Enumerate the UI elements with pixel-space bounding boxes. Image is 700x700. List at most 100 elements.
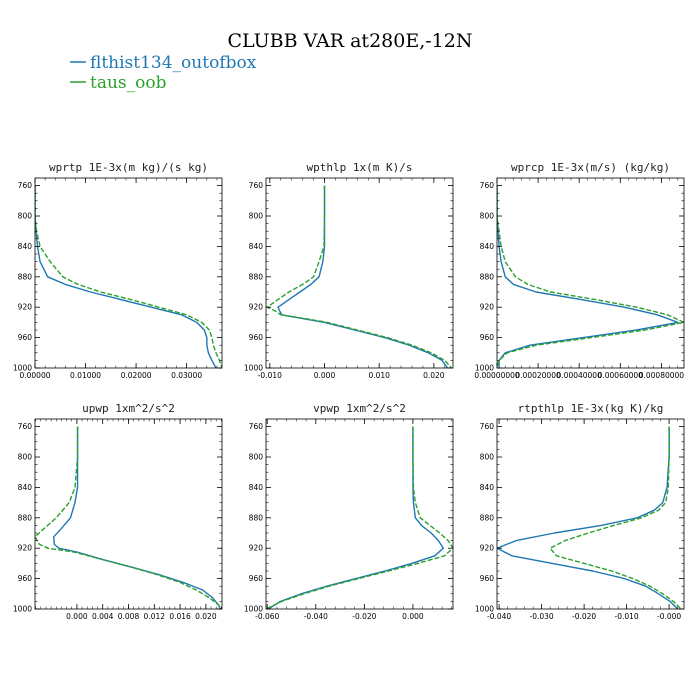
legend-label: taus_oob: [90, 73, 167, 93]
y-tick-label: 840: [480, 483, 495, 492]
x-tick-label: 0.020: [195, 612, 217, 621]
y-tick-label: 960: [18, 574, 33, 583]
x-tick-label: -0.040: [304, 612, 328, 621]
x-tick-label: -0.010: [258, 371, 282, 380]
y-tick-label: 800: [249, 212, 264, 221]
y-tick-label: 920: [18, 544, 33, 553]
y-tick-label: 800: [18, 212, 33, 221]
y-tick-label: 920: [18, 303, 33, 312]
y-tick-label: 920: [480, 303, 495, 312]
y-tick-label: 800: [249, 453, 264, 462]
legend-item: flthist134_outofbox: [70, 53, 257, 73]
series-line: [497, 185, 679, 368]
x-tick-label: 0.004: [92, 612, 114, 621]
x-tick-label: 0.00040000: [557, 371, 603, 380]
y-tick-label: 960: [249, 333, 264, 342]
x-tick-label: 0.00020000: [515, 371, 561, 380]
y-tick-label: 840: [480, 242, 495, 251]
chart-panel: vpwp 1xm^2/s^27608008408809209601000-0.0…: [244, 402, 454, 621]
x-tick-label: 0.000: [314, 371, 336, 380]
y-tick-label: 880: [480, 272, 495, 281]
series-line: [268, 426, 444, 609]
series-line: [266, 185, 452, 368]
y-tick-label: 920: [249, 544, 264, 553]
chart-panel: wpthlp 1x(m K)/s 760 800 840 880 920 960 1000-0…: [244, 161, 454, 380]
plot-frame: [496, 418, 685, 610]
x-tick-label: 0.00000: [19, 371, 50, 380]
panel-title: rtpthlp 1E-3x(kg K)/kg: [518, 402, 664, 415]
y-tick-label: 760: [480, 422, 495, 431]
y-tick-label: 920: [480, 544, 495, 553]
y-tick-label: 1000: [244, 605, 263, 614]
y-tick-label: 880: [249, 272, 264, 281]
x-tick-label: -0.040: [487, 612, 511, 621]
series-line: [53, 426, 221, 609]
y-tick-label: 880: [18, 272, 33, 281]
y-tick-label: 800: [480, 212, 495, 221]
y-tick-label: 1000: [475, 364, 494, 373]
chart-panel: wprcp 1E-3x(m/s) (kg/kg) 760 800 840 880 920 9…: [474, 161, 685, 380]
x-tick-label: -0.030: [530, 612, 554, 621]
series-line: [549, 426, 682, 609]
x-tick-label: 0.03000: [171, 371, 202, 380]
y-tick-label: 760: [480, 181, 495, 190]
panel-grid: wprtp 1E-3x(m kg)/(s kg) 760 800 840 880 920 9…: [13, 161, 685, 621]
y-tick-label: 880: [480, 513, 495, 522]
series-line: [35, 185, 222, 368]
series-group: [35, 185, 222, 368]
x-tick-label: 0.000: [402, 612, 424, 621]
x-tick-label: 0.00000000: [474, 371, 520, 380]
plot-frame: [265, 418, 454, 610]
y-tick-label: 960: [249, 574, 264, 583]
x-tick-label: 0.00080000: [639, 371, 685, 380]
y-tick-label: 1000: [13, 364, 32, 373]
legend-item: taus_oob: [70, 73, 167, 93]
y-tick-label: 960: [480, 333, 495, 342]
x-tick-label: 0.000: [66, 612, 88, 621]
x-tick-label: 0.008: [118, 612, 140, 621]
series-line: [497, 426, 679, 609]
chart-panel: upwp 1xm^2/s^2 760 800 840 880 920 960 1000 0.00…: [13, 402, 223, 621]
y-tick-label: 760: [18, 422, 33, 431]
y-tick-label: 960: [18, 333, 33, 342]
y-tick-label: 800: [480, 453, 495, 462]
y-tick-label: 760: [249, 181, 264, 190]
plot-frame: [34, 418, 223, 610]
x-tick-label: 0.010: [368, 371, 390, 380]
chart-panel: wprtp 1E-3x(m kg)/(s kg) 760 800 840 880 920 9…: [13, 161, 223, 380]
y-tick-label: 1000: [13, 605, 32, 614]
panel-title: wprcp 1E-3x(m/s) (kg/kg): [511, 161, 670, 174]
y-tick-label: 920: [249, 303, 264, 312]
series-group: [266, 185, 452, 368]
x-tick-label: 0.012: [144, 612, 166, 621]
panel-title: vpwp 1xm^2/s^2: [313, 402, 406, 415]
panel-title: wprtp 1E-3x(m kg)/(s kg): [49, 161, 208, 174]
x-tick-label: -0.020: [352, 612, 376, 621]
panel-title: wpthlp 1x(m K)/s: [307, 161, 413, 174]
x-tick-label: 0.01000: [70, 371, 101, 380]
y-tick-label: 840: [18, 242, 33, 251]
x-tick-label: -0.060: [255, 612, 279, 621]
series-line: [497, 185, 684, 368]
x-tick-label: -0.000: [657, 612, 681, 621]
x-tick-label: -0.010: [615, 612, 639, 621]
plot-frame: [496, 177, 685, 369]
x-tick-label: 0.016: [169, 612, 191, 621]
y-tick-label: 960: [480, 574, 495, 583]
plot-frame: [34, 177, 223, 369]
y-tick-label: 840: [249, 483, 264, 492]
y-tick-label: 760: [249, 422, 264, 431]
x-tick-label: 0.02000: [121, 371, 152, 380]
y-tick-label: 880: [249, 513, 264, 522]
y-tick-label: 1000: [244, 364, 263, 373]
series-line: [266, 426, 453, 609]
y-tick-label: 880: [18, 513, 33, 522]
chart-panel: rtpthlp 1E-3x(kg K)/kg 760 800 840 880 920 960…: [475, 402, 685, 621]
y-tick-label: 760: [18, 181, 33, 190]
x-tick-label: -0.020: [572, 612, 596, 621]
legend-label: flthist134_outofbox: [90, 53, 257, 73]
y-tick-label: 840: [18, 483, 33, 492]
y-tick-label: 1000: [475, 605, 494, 614]
series-line: [35, 185, 217, 368]
